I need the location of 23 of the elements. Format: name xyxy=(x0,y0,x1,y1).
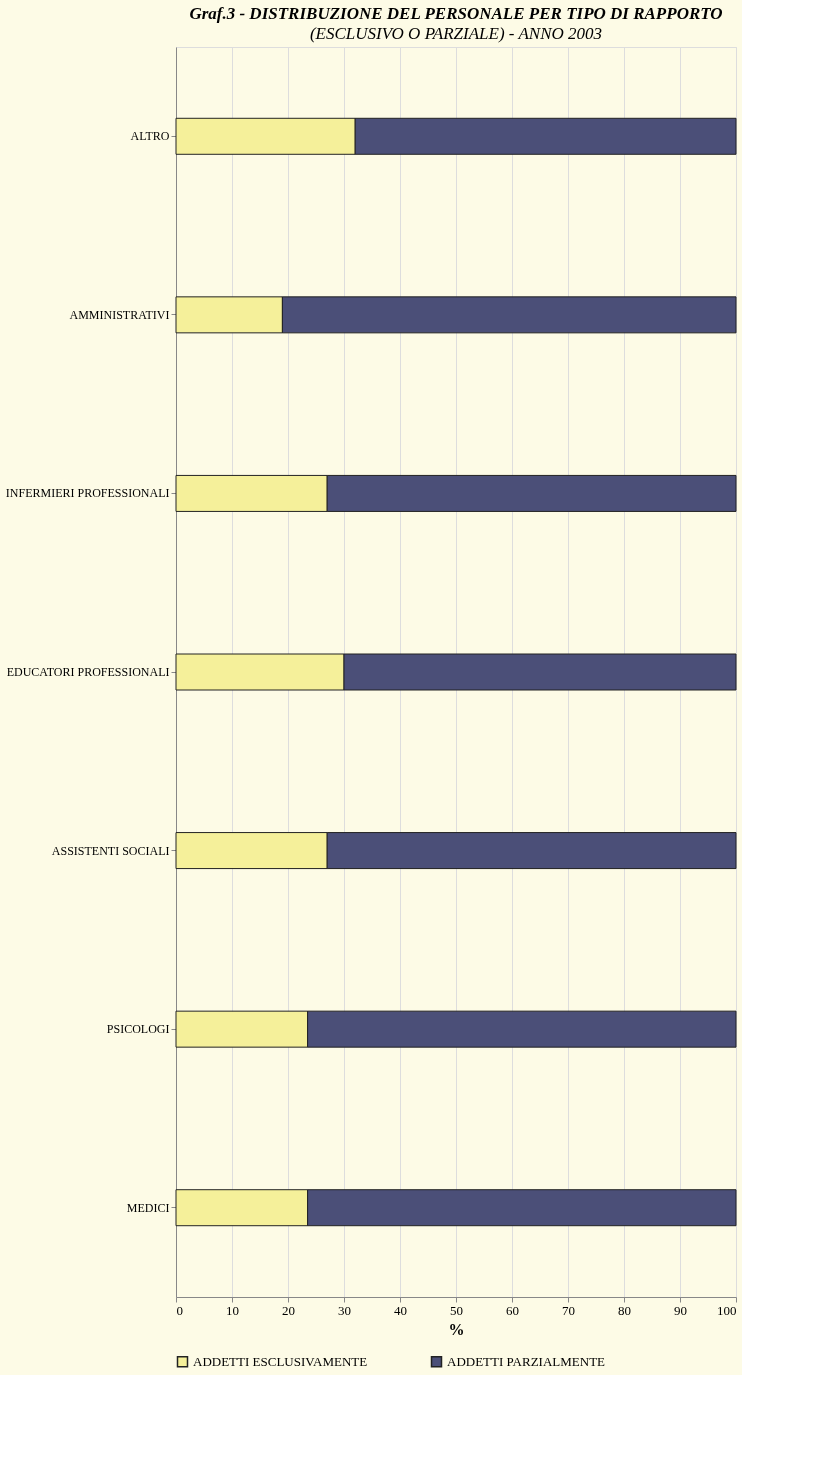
x-tick-label: 100 xyxy=(717,1302,737,1318)
x-tick-label: 40 xyxy=(394,1302,407,1318)
x-tick-label: 20 xyxy=(282,1302,295,1318)
x-tick-label: 10 xyxy=(226,1302,239,1318)
y-tick-label: AMMINISTRATIVI xyxy=(69,307,170,322)
legend-label: ADDETTI PARZIALMENTE xyxy=(447,1353,606,1369)
legend-label: ADDETTI ESCLUSIVAMENTE xyxy=(193,1353,368,1369)
x-tick-label: 60 xyxy=(506,1302,519,1318)
y-tick-label: PSICOLOGI xyxy=(106,1022,170,1037)
y-tick-label: INFERMIERI PROFESSIONALI xyxy=(5,486,170,501)
y-tick-label: ASSISTENTI SOCIALI xyxy=(51,843,170,858)
y-tick-label: EDUCATORI PROFESSIONALI xyxy=(6,665,170,679)
x-axis-title: % xyxy=(448,1320,465,1338)
x-tick-label: 90 xyxy=(674,1302,687,1318)
x-tick-label: 70 xyxy=(562,1302,575,1318)
x-tick-label: 0 xyxy=(176,1302,183,1318)
x-tick-label: 80 xyxy=(618,1302,631,1318)
chart-title: Graf.3 - DISTRIBUZIONE DEL PERSONALE PER TIPO DI RAPPORTO xyxy=(189,4,723,23)
y-tick-label: MEDICI xyxy=(126,1200,170,1215)
chart-subtitle: (ESCLUSIVO O PARZIALE) - ANNO 2003 xyxy=(309,24,603,43)
x-tick-label: 50 xyxy=(450,1302,463,1318)
x-tick-label: 30 xyxy=(338,1302,351,1318)
y-tick-label: ALTRO xyxy=(130,129,170,144)
